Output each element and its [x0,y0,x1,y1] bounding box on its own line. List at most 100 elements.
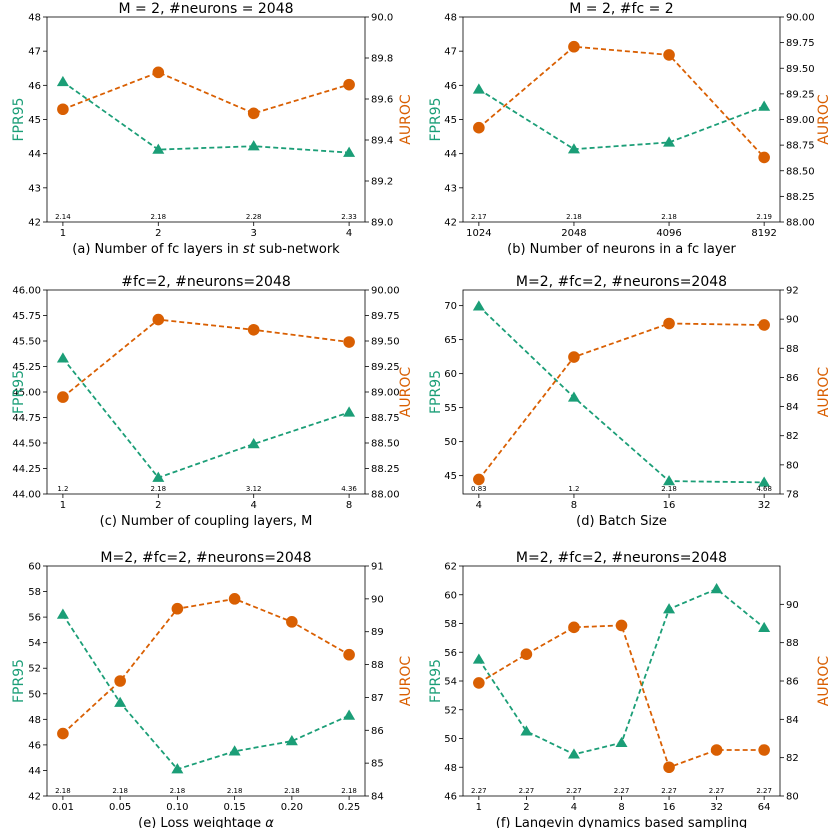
y-right-axis-label: AUROC [398,94,414,145]
param-count-label: 2.18 [55,787,71,795]
plot-frame [46,16,366,223]
x-tick-label: 4 [476,500,482,511]
chart-title: M = 2, #neurons = 2048 [118,1,293,17]
param-count-label: 2.18 [341,787,357,795]
x-tick-label: 0.20 [281,802,303,813]
y-left-tick-label: 44 [444,149,457,160]
y-right-tick-label: 88.75 [371,413,400,424]
y-left-axis-label: FPR95 [428,659,444,703]
param-count-label: 2.18 [566,213,582,221]
data-point-triangle [663,475,676,486]
chart-caption: (c) Number of coupling layers, M [100,514,313,529]
x-tick-label: 0.15 [223,802,245,813]
x-tick-label: 16 [663,500,676,511]
data-point-triangle [567,143,580,154]
data-point-triangle [758,100,771,111]
y-right-tick-label: 89.6 [371,95,393,106]
y-left-axis-label: FPR95 [11,659,27,703]
y-right-tick-label: 86 [371,726,384,737]
y-right-tick-label: 89.0 [371,218,393,229]
y-right-tick-label: 88.50 [371,439,400,450]
caption-text: (b) Number of neurons in a fc layer [507,242,736,257]
y-right-tick-label: 82 [786,431,799,442]
data-point-circle [152,313,165,326]
data-point-circle [568,351,580,363]
data-point-circle [758,744,770,756]
param-count-label: 0.83 [471,485,487,493]
param-count-label: 2.27 [709,787,725,795]
y-left-tick-label: 44.25 [12,464,41,475]
x-tick-label: 0.10 [166,802,188,813]
x-tick-label: 1024 [466,228,491,239]
plot-frame [462,16,781,223]
data-point-triangle [343,406,356,417]
chart-panel-6: M=2, #fc=2, #neurons=2048 (f) Langevin dy… [428,550,830,828]
param-count-label: 2.18 [227,787,243,795]
y-right-tick-label: 78 [786,490,799,501]
data-point-triangle [228,745,241,756]
y-right-tick-label: 89.25 [371,362,400,373]
data-point-triangle [758,621,771,633]
y-right-tick-label: 85 [371,759,384,770]
y-left-tick-label: 46 [444,792,457,803]
x-tick-label: 0.01 [52,802,74,813]
data-point-circle [247,323,260,336]
param-count-label: 2.18 [661,213,677,221]
y-left-tick-label: 65 [444,335,457,346]
param-count-label: 2.27 [519,787,535,795]
param-count-label: 2.27 [661,787,677,795]
data-point-circle [758,319,770,331]
data-point-circle [663,317,675,330]
x-tick-label: 0.05 [109,802,131,813]
y-left-tick-label: 50 [28,689,41,700]
param-count-label: 2.27 [471,787,487,795]
y-left-tick-label: 60 [28,562,41,573]
y-right-tick-label: 88 [786,638,799,649]
y-right-axis-label: AUROC [398,656,414,707]
x-tick-label: 4 [346,228,352,239]
y-right-tick-label: 89.25 [786,89,815,100]
data-point-circle [343,648,355,661]
y-right-tick-label: 92 [786,286,799,297]
y-left-tick-label: 43 [444,183,457,194]
y-left-tick-label: 55 [444,403,457,414]
data-point-triangle [520,725,533,736]
x-tick-label: 1 [60,228,66,239]
y-right-tick-label: 88.25 [786,192,815,203]
y-left-tick-label: 46 [444,81,457,92]
y-left-axis-label: FPR95 [428,97,444,141]
data-point-triangle [567,391,580,402]
param-count-label: 2.19 [756,213,772,221]
data-point-triangle [758,476,771,487]
x-tick-label: 2 [155,228,161,239]
param-count-label: 2.27 [566,787,582,795]
y-right-tick-label: 90.00 [786,13,815,24]
y-right-tick-label: 90 [786,600,799,611]
plot-frame [462,289,781,495]
data-point-triangle [247,438,260,449]
param-count-label: 4.36 [341,485,357,493]
caption-text: (f) Langevin dynamics based sampling [496,816,747,828]
y-left-tick-label: 44 [28,766,41,777]
chart-title: M = 2, #fc = 2 [569,1,673,17]
data-point-circle [114,675,126,687]
chart-panel-2: M = 2, #fc = 2 (b) Number of neurons in a… [428,1,830,257]
y-right-tick-label: 90.00 [371,286,400,297]
data-point-circle [343,336,355,348]
y-right-tick-label: 84 [371,792,384,803]
param-count-label: 2.18 [661,485,677,493]
param-count-label: 3.12 [246,485,262,493]
caption-italic: α [261,816,274,828]
y-left-tick-label: 46.00 [12,286,41,297]
y-left-tick-label: 52 [444,705,457,716]
y-left-tick-label: 45.75 [12,311,41,322]
y-right-axis-label: AUROC [816,94,830,145]
y-right-tick-label: 88 [786,344,799,355]
y-right-tick-label: 89.50 [371,337,400,348]
data-point-triangle [472,83,485,94]
y-right-tick-label: 89.00 [371,388,400,399]
y-left-tick-label: 44.50 [12,439,41,450]
y-left-tick-label: 45.50 [12,337,41,348]
y-left-tick-label: 42 [28,792,41,803]
data-point-triangle [247,140,260,151]
